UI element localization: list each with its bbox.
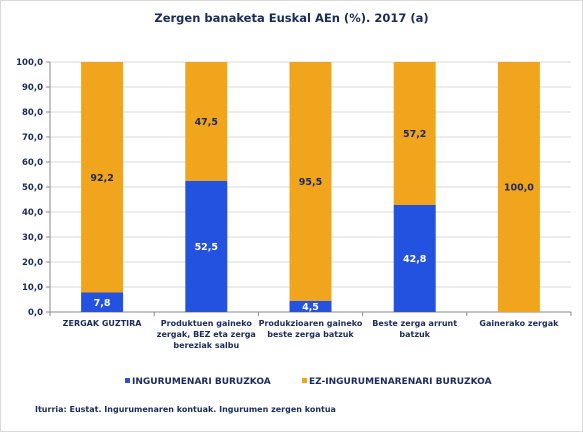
chart-title: Zergen banaketa Euskal AEn (%). 2017 (a) [154,11,429,25]
data-label: 7,8 [94,298,111,309]
bar-ez-ingurumen-2 [185,62,228,181]
bar-ez-ingurumen-4 [393,62,436,205]
source-note: Iturria: Eustat. Ingurumenaren kontuak. … [35,405,336,414]
data-label: 47,5 [195,117,218,128]
data-label: 52,5 [195,242,218,253]
y-tick-label: 30,0 [22,233,43,243]
y-tick-label: 40,0 [22,208,43,218]
y-tick-label: 80,0 [22,108,43,118]
y-tick-label: 100,0 [16,58,43,68]
x-category-label: ZERGAK GUZTIRA [62,319,142,328]
x-category-label: Produktuen gaineko zergak, BEZ eta zerga… [156,319,256,350]
legend-label-series-2: EZ-INGURUMENARENARI BURUZKOA [309,377,492,387]
bar-ingurumen-1 [81,292,124,312]
data-label: 95,5 [299,177,322,188]
y-tick-label: 0,0 [28,308,43,318]
x-category-label: Produkzioaren gaineko beste zerga batzuk [258,319,363,339]
bar-ingurumen-2 [185,180,228,312]
bar-ez-ingurumen-1 [81,62,124,293]
bar-ingurumen-3 [289,300,332,312]
x-category-label: Beste zerga arrunt batzuk [372,319,458,339]
data-label: 4,5 [302,302,319,313]
y-tick-label: 50,0 [22,183,43,193]
y-tick-label: 70,0 [22,133,43,143]
y-tick-label: 10,0 [22,283,43,293]
data-label: 100,0 [504,183,534,194]
bar-ingurumen-4 [393,205,436,312]
data-label: 92,2 [90,173,113,184]
bar-ez-ingurumen-3 [289,62,332,301]
data-label: 42,8 [403,254,427,265]
x-category-label: Gainerako zergak [479,319,559,328]
legend-label-series-1: INGURUMENARI BURUZKOA [132,377,271,387]
y-tick-label: 20,0 [22,258,43,268]
chart-legend: INGURUMENARI BURUZKOA EZ-INGURUMENARENAR… [1,377,582,391]
y-tick-label: 90,0 [22,83,43,93]
bar-ez-ingurumen-5 [497,62,540,312]
chart-plot: 0,0 10,0 20,0 30,0 40,0 50,0 60,0 70,0 80,0 90,0 1… [16,58,572,318]
legend-swatch-series-1 [125,378,130,383]
legend-item-series-1: INGURUMENARI BURUZKOA [125,377,271,387]
data-label: 57,2 [403,129,426,140]
legend-swatch-series-2 [302,378,307,383]
legend-item-series-2: EZ-INGURUMENARENARI BURUZKOA [302,377,492,387]
y-tick-label: 60,0 [22,158,43,168]
